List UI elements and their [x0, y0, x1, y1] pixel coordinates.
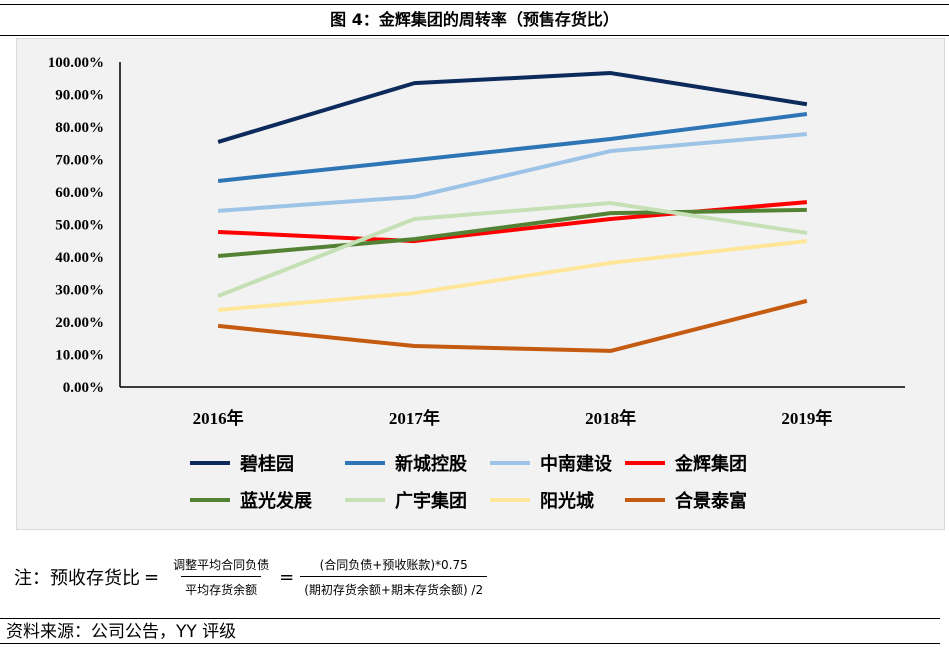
y-tick-label: 90.00% [55, 88, 104, 104]
legend-label: 新城控股 [395, 453, 468, 475]
x-tick-label: 2018年 [585, 408, 636, 428]
note-label: 注：预收存货比 [14, 568, 140, 589]
y-tick-label: 0.00% [63, 380, 104, 396]
legend-label: 阳光城 [540, 490, 594, 512]
y-tick-label: 60.00% [55, 185, 104, 201]
y-tick-label: 10.00% [55, 348, 104, 364]
numerator-1: 调整平均合同负债 [173, 558, 270, 572]
legend-label: 金辉集团 [674, 453, 747, 475]
x-tick-label: 2017年 [389, 408, 440, 428]
line-chart: 0.00% 10.00% 20.00% 30.00% 40.00% 50.00% 60.00… [48, 55, 905, 512]
series-line-合景泰富 [217, 298, 808, 353]
series-line-广宇集团 [217, 201, 808, 298]
x-tick-label: 2019年 [781, 408, 832, 428]
numerator-2: (合同负债+预收账款)*0.75 [319, 558, 468, 572]
legend-label: 合景泰富 [675, 490, 747, 512]
fraction-2: (合同负债+预收账款)*0.75 (期初存货余额+期末存货余额) /2 [300, 556, 488, 598]
legend-label: 蓝光发展 [240, 490, 313, 512]
series-line-金辉集团 [218, 200, 808, 244]
series-line-蓝光发展 [217, 207, 807, 259]
legend-label: 中南建设 [540, 453, 612, 475]
y-tick-label: 40.00% [55, 250, 104, 266]
denominator-2: (期初存货余额+期末存货余额) /2 [300, 576, 488, 598]
fraction-1: 调整平均合同负债平均存货余额 [169, 556, 273, 598]
y-tick-label: 100.00% [48, 55, 104, 71]
y-tick-label: 30.00% [55, 283, 104, 299]
figure-title: 图 4：金辉集团的周转率（预售存货比） [0, 4, 949, 36]
source-note: 资料来源：公司公告，YY 评级 [0, 618, 940, 644]
series-line-新城控股 [217, 112, 808, 183]
equals-sign: = [144, 566, 160, 588]
x-tick-label: 2016年 [193, 408, 244, 428]
series-line-中南建设 [217, 132, 808, 213]
y-tick-label: 70.00% [55, 153, 104, 169]
y-tick-label: 50.00% [55, 218, 104, 234]
y-tick-label: 80.00% [55, 120, 104, 136]
formula-note: 注：预收存货比 = 调整平均合同负债平均存货余额 = (合同负债+预收账款)*0… [14, 556, 493, 598]
series-line-阳光城 [217, 239, 808, 312]
series-line-碧桂园 [217, 71, 808, 144]
y-tick-label: 20.00% [55, 315, 104, 331]
equals-sign-2: = [279, 566, 295, 588]
legend-label: 广宇集团 [395, 490, 467, 512]
denominator-1: 平均存货余额 [181, 576, 262, 598]
legend-label: 碧桂园 [239, 453, 294, 475]
